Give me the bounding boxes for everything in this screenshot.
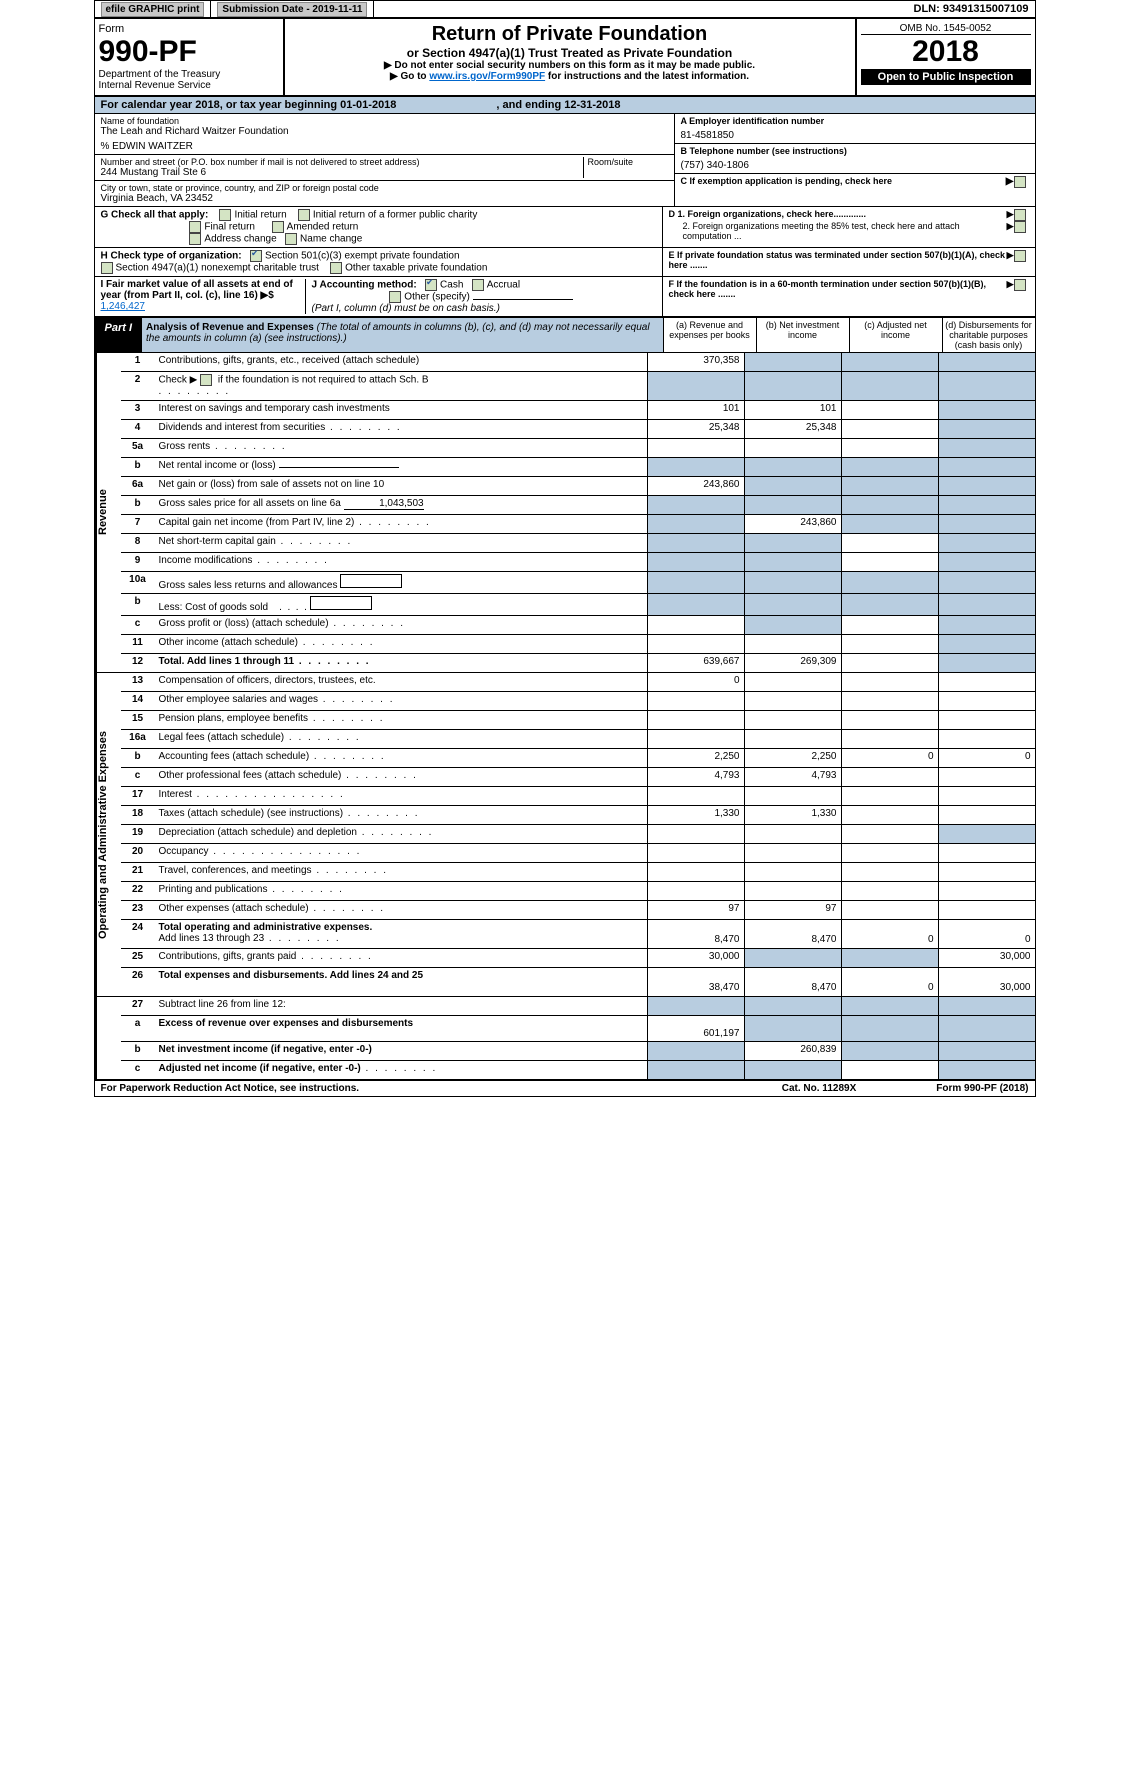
tel-row: B Telephone number (see instructions) (7… (675, 144, 1035, 174)
c-row: C If exemption application is pending, c… (675, 174, 1035, 190)
revenue-side-label: Revenue (95, 353, 121, 672)
h-501c3-cb[interactable] (250, 250, 262, 262)
j-cash-cb[interactable] (425, 279, 437, 291)
form-word: Form (99, 23, 279, 35)
g-name-cb[interactable] (285, 233, 297, 245)
c-checkbox[interactable] (1014, 176, 1026, 188)
part1-title: Analysis of Revenue and Expenses (The to… (142, 318, 662, 352)
expenses-table: Operating and Administrative Expenses 13… (95, 673, 1035, 997)
fmv-amount[interactable]: 1,246,427 (101, 301, 146, 312)
revenue-table: Revenue 1Contributions, gifts, grants, e… (95, 353, 1035, 673)
g-amended-cb[interactable] (272, 221, 284, 233)
d1-cb[interactable] (1014, 209, 1026, 221)
omb: OMB No. 1545-0052 (861, 23, 1031, 35)
submission-date: Submission Date - 2019-11-11 (217, 2, 367, 17)
instr2: ▶ Go to www.irs.gov/Form990PF for instru… (289, 71, 851, 82)
irs: Internal Revenue Service (99, 80, 279, 91)
dln: DLN: 93491315007109 (908, 1, 1035, 17)
form-number: 990-PF (99, 35, 279, 69)
j-accrual-cb[interactable] (472, 279, 484, 291)
address-row: Number and street (or P.O. box number if… (95, 155, 674, 181)
instr1: ▶ Do not enter social security numbers o… (289, 60, 851, 71)
irs-link[interactable]: www.irs.gov/Form990PF (429, 71, 545, 82)
net-table: 27Subtract line 26 from line 12: aExcess… (95, 997, 1035, 1081)
name-row: Name of foundation The Leah and Richard … (95, 114, 674, 155)
h-other-cb[interactable] (330, 262, 342, 274)
g-addr-cb[interactable] (189, 233, 201, 245)
j-other-cb[interactable] (389, 291, 401, 303)
expenses-side-label: Operating and Administrative Expenses (95, 673, 121, 996)
e-cb[interactable] (1014, 250, 1026, 262)
efile-btn[interactable]: efile GRAPHIC print (101, 2, 205, 17)
check-section-h: H Check type of organization: Section 50… (95, 248, 1035, 277)
page-footer: For Paperwork Reduction Act Notice, see … (95, 1081, 1035, 1096)
part1-label: Part I (95, 318, 143, 352)
top-bar: efile GRAPHIC print Submission Date - 20… (95, 1, 1035, 19)
part1-header: Part I Analysis of Revenue and Expenses … (95, 318, 1035, 353)
h-4947-cb[interactable] (101, 262, 113, 274)
open-public: Open to Public Inspection (861, 69, 1031, 85)
f-cb[interactable] (1014, 279, 1026, 291)
form-header: Form 990-PF Department of the Treasury I… (95, 19, 1035, 97)
ein-row: A Employer identification number 81-4581… (675, 114, 1035, 144)
d2-cb[interactable] (1014, 221, 1026, 233)
entity-info: Name of foundation The Leah and Richard … (95, 114, 1035, 207)
g-final-cb[interactable] (189, 221, 201, 233)
schb-cb[interactable] (200, 374, 212, 386)
city-row: City or town, state or province, country… (95, 181, 674, 206)
g-initial-former-cb[interactable] (298, 209, 310, 221)
check-section-ij: I Fair market value of all assets at end… (95, 277, 1035, 318)
form-title: Return of Private Foundation (289, 23, 851, 46)
check-section-g: G Check all that apply: Initial return I… (95, 207, 1035, 248)
g-initial-cb[interactable] (219, 209, 231, 221)
form-990pf: efile GRAPHIC print Submission Date - 20… (94, 0, 1036, 1097)
form-subtitle: or Section 4947(a)(1) Trust Treated as P… (289, 46, 851, 60)
tax-year: 2018 (861, 35, 1031, 69)
calendar-year: For calendar year 2018, or tax year begi… (95, 97, 1035, 114)
dept: Department of the Treasury (99, 69, 279, 80)
